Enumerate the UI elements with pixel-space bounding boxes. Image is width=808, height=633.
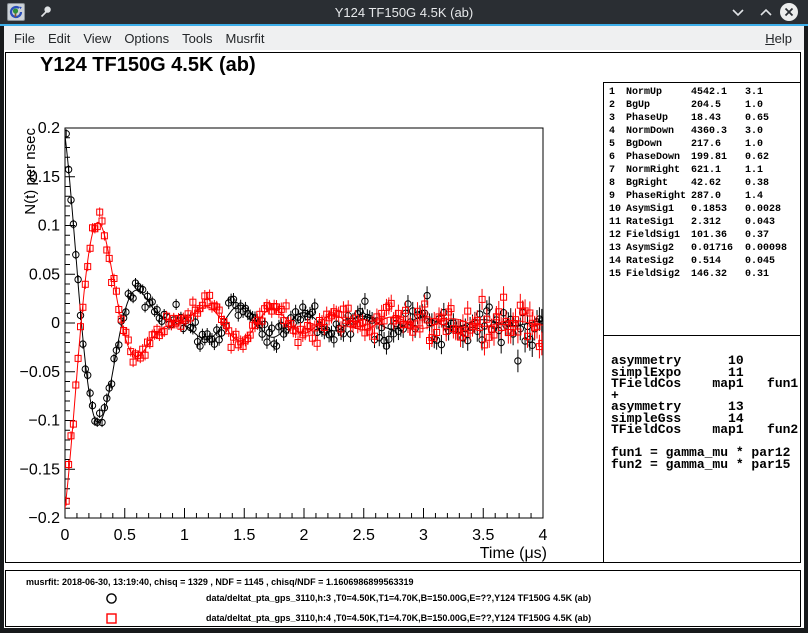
svg-text:0: 0 bbox=[61, 527, 70, 544]
svg-text:−0.2: −0.2 bbox=[28, 510, 60, 527]
minimize-button[interactable] bbox=[728, 2, 748, 22]
svg-text:1: 1 bbox=[180, 527, 189, 544]
menu-item-view[interactable]: View bbox=[83, 31, 111, 46]
param-row: 12FieldSig1101.360.37 bbox=[609, 229, 800, 242]
svg-text:−0.15: −0.15 bbox=[20, 461, 61, 478]
svg-text:−0.05: −0.05 bbox=[20, 364, 61, 381]
svg-text:Time (μs): Time (μs) bbox=[480, 545, 547, 562]
param-row: 4NormDown4360.33.0 bbox=[609, 125, 800, 138]
svg-text:1.5: 1.5 bbox=[233, 527, 255, 544]
menu-item-tools[interactable]: Tools bbox=[182, 31, 212, 46]
menu-item-options[interactable]: Options bbox=[124, 31, 169, 46]
legend-row: data/deltat_pta_gps_3110,h:4 ,T0=4.50K,T… bbox=[6, 611, 800, 625]
param-row: 2BgUp204.51.0 bbox=[609, 99, 800, 112]
menubar: File Edit View Options Tools Musrfit Help bbox=[4, 26, 804, 50]
musrfit-window: Y124 TF150G 4.5K (ab) File Edit View Option… bbox=[0, 0, 808, 633]
menu-items: File Edit View Options Tools Musrfit bbox=[14, 31, 277, 46]
svg-text:0.2: 0.2 bbox=[38, 120, 60, 137]
param-row: 11RateSig12.3120.043 bbox=[609, 216, 800, 229]
menu-item-musrfit[interactable]: Musrfit bbox=[225, 31, 264, 46]
param-row: 6PhaseDown199.810.62 bbox=[609, 151, 800, 164]
theory-text: asymmetry 10 simplExpo 11 TFieldCos map1… bbox=[611, 355, 800, 470]
menu-item-file[interactable]: File bbox=[14, 31, 35, 46]
svg-text:2.5: 2.5 bbox=[353, 527, 375, 544]
svg-text:0: 0 bbox=[51, 315, 60, 332]
menu-item-help[interactable]: Help bbox=[765, 31, 792, 46]
root-canvas: Y124 TF150G 4.5K (ab) 00.511.522.533.540… bbox=[4, 50, 804, 628]
svg-text:3.5: 3.5 bbox=[472, 527, 494, 544]
param-row: 15FieldSig2146.320.31 bbox=[609, 268, 800, 281]
open-square-icon bbox=[105, 612, 118, 625]
svg-text:3: 3 bbox=[419, 527, 428, 544]
fit-status-line: musrfit: 2018-06-30, 13:19:40, chisq = 1… bbox=[26, 577, 413, 587]
open-circle-icon bbox=[105, 592, 118, 605]
param-row: 5BgDown217.61.0 bbox=[609, 138, 800, 151]
param-row: 7NormRight621.11.1 bbox=[609, 164, 800, 177]
status-legend-box: musrfit: 2018-06-30, 13:19:40, chisq = 1… bbox=[5, 570, 801, 627]
svg-text:0.1: 0.1 bbox=[38, 218, 60, 235]
svg-text:N(t) per nsec: N(t) per nsec bbox=[22, 128, 39, 215]
theory-box: asymmetry 10 simplExpo 11 TFieldCos map1… bbox=[603, 336, 801, 563]
close-button[interactable] bbox=[780, 3, 798, 21]
param-row: 8BgRight42.620.38 bbox=[609, 177, 800, 190]
param-row: 13AsymSig20.017160.00098 bbox=[609, 242, 800, 255]
param-row: 1NormUp4542.13.1 bbox=[609, 86, 800, 99]
menu-item-edit[interactable]: Edit bbox=[48, 31, 70, 46]
fit-parameter-box: 1NormUp4542.13.12BgUp204.51.03PhaseUp18.… bbox=[603, 82, 801, 336]
titlebar: Y124 TF150G 4.5K (ab) bbox=[0, 0, 808, 24]
plot-svg[interactable]: 00.511.522.533.540.20.150.10.050−0.05−0.… bbox=[5, 52, 603, 563]
svg-text:0.05: 0.05 bbox=[29, 266, 60, 283]
param-row: 14RateSig20.5140.045 bbox=[609, 255, 800, 268]
svg-text:2: 2 bbox=[300, 527, 309, 544]
svg-text:−0.1: −0.1 bbox=[28, 413, 60, 430]
svg-text:0.5: 0.5 bbox=[114, 527, 136, 544]
svg-text:4: 4 bbox=[539, 527, 548, 544]
maximize-button[interactable] bbox=[756, 2, 776, 22]
param-row: 9PhaseRight287.01.4 bbox=[609, 190, 800, 203]
window-title: Y124 TF150G 4.5K (ab) bbox=[0, 5, 808, 20]
legend-row: data/deltat_pta_gps_3110,h:3 ,T0=4.50K,T… bbox=[6, 591, 800, 605]
param-row: 10AsymSig10.18530.0028 bbox=[609, 203, 800, 216]
legend-label: data/deltat_pta_gps_3110,h:4 ,T0=4.50K,T… bbox=[206, 613, 591, 623]
legend-label: data/deltat_pta_gps_3110,h:3 ,T0=4.50K,T… bbox=[206, 593, 591, 603]
param-row: 3PhaseUp18.430.65 bbox=[609, 112, 800, 125]
